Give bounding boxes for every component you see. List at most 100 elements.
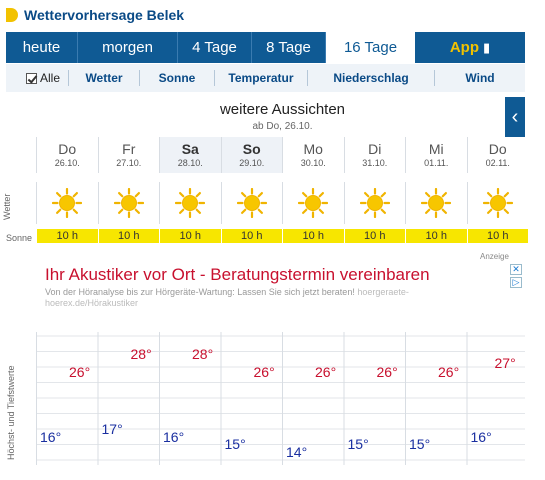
day-date: 27.10. [116,158,142,168]
close-icon[interactable]: ✕ [510,264,522,275]
tab-16-tage[interactable]: 16 Tage [326,32,415,63]
tab-label: App [449,39,479,56]
temperature-row-label: Höchst- und Tiefstwerte [6,365,16,460]
sun-hours-value: 10 h [282,229,344,243]
day-column-header[interactable]: Do 02.11. [466,137,529,173]
ad-text[interactable]: Von der Höranalyse bis zur Hörgeräte-War… [45,287,465,309]
low-temperature: 16° [163,428,185,445]
day-name: Fr [122,141,136,157]
high-temperature: 26° [438,364,460,380]
sun-icon [343,182,406,224]
sun-hours-row: 10 h 10 h 10 h 10 h 10 h 10 h 10 h 10 h [36,229,528,243]
category-wetter[interactable]: Wetter [69,70,140,86]
sun-icon [159,182,221,224]
outlook-subtitle: ab Do, 26.10. [252,121,313,132]
sun-hours-value: 10 h [36,229,98,243]
tab-morgen[interactable]: morgen [78,32,178,63]
ad-url: hoergeraete-hoerex.de/Hörakustiker [45,287,409,308]
day-column-header[interactable]: Fr 27.10. [97,137,160,173]
day-column-header[interactable]: Di 31.10. [343,137,406,173]
category-wind[interactable]: Wind [435,70,525,86]
tab-label: 16 Tage [343,39,398,56]
day-column-header[interactable]: Do 26.10. [36,137,98,173]
low-temperature: 15° [224,436,246,452]
weather-icon-row [36,182,525,224]
day-name: Do [488,141,507,157]
tab-label: morgen [102,39,153,56]
sun-hours-value: 10 h [220,229,282,243]
sun-icon [97,182,160,224]
day-column-header[interactable]: Mo 30.10. [282,137,344,173]
page-title: Wettervorhersage Belek [24,7,185,23]
low-temperature: 15° [347,436,369,452]
tab-8-tage[interactable]: 8 Tage [252,32,326,63]
day-date: 29.10. [239,158,265,168]
tab-4-tage[interactable]: 4 Tage [178,32,252,63]
category-label: Wetter [85,71,123,85]
day-name: Di [368,141,382,157]
day-date: 30.10. [300,158,326,168]
day-date: 02.11. [485,158,510,168]
day-date: 26.10. [54,158,80,168]
high-temperature: 26° [69,364,91,380]
sun-icon [466,182,529,224]
high-temperature: 28° [130,346,152,362]
tab-app[interactable]: App ▮ [415,32,525,63]
tab-label: 8 Tage [266,39,311,56]
sun-hours-value: 10 h [405,229,467,243]
category-niederschlag[interactable]: Niederschlag [308,70,435,86]
checkbox-icon[interactable] [26,72,37,84]
category-nav: Alle Wetter Sonne Temperatur Niederschlag Win… [6,64,525,92]
day-column-header[interactable]: Sa 28.10. [159,137,221,173]
day-date: 31.10. [362,158,388,168]
low-temperature: 17° [101,421,123,437]
sun-hours-value: 10 h [466,229,528,243]
day-name: Mi [428,141,444,157]
category-label: Sonne [158,71,196,85]
category-label: Wind [465,71,495,85]
low-temperature: 15° [409,436,431,452]
tab-heute[interactable]: heute [6,32,78,63]
day-column-header[interactable]: So 29.10. [220,137,282,173]
day-date: 01.11. [424,158,449,168]
sun-icon [36,182,98,224]
sun-icon [282,182,344,224]
day-name: Do [58,141,77,157]
high-temperature: 26° [376,364,398,380]
page-header: Wettervorhersage Belek [6,6,184,24]
sun-hours-value: 10 h [159,229,221,243]
high-temperature: 26° [315,364,337,380]
phone-icon: ▮ [483,39,491,55]
category-label: Alle [40,71,61,85]
ad-title[interactable]: Ihr Akustiker vor Ort - Beratungstermin … [45,265,430,284]
ad-controls: ✕ ▷ [510,264,522,290]
low-temperature: 16° [470,428,492,445]
temperature-chart: 26° 16° 28° 17° 28° 16° 26° 15° 26° 14° 26° 15° 26° 1… [36,332,525,465]
tab-label: 4 Tage [192,39,237,56]
sun-row-label: Sonne [6,233,33,243]
logo-icon [6,8,18,22]
category-sonne[interactable]: Sonne [140,70,215,86]
category-temperatur[interactable]: Temperatur [215,70,308,86]
forecast-tabs: heute morgen 4 Tage 8 Tage 16 Tage App ▮ [6,32,525,63]
tab-label: heute [22,39,61,56]
info-icon[interactable]: ▷ [510,277,522,288]
day-column-header[interactable]: Mi 01.11. [405,137,467,173]
outlook-title: weitere Aussichten [219,101,346,118]
low-temperature: 14° [286,443,308,460]
ad-description: Von der Höranalyse bis zur Hörgeräte-War… [45,287,355,297]
category-label: Niederschlag [333,71,409,85]
high-temperature: 27° [494,355,516,371]
low-temperature: 16° [40,428,62,445]
weather-row-label: Wetter [2,193,12,220]
ad-tag: Anzeige [480,252,509,261]
previous-button[interactable]: ‹ [505,97,525,137]
day-name: So [242,141,261,157]
sun-icon [220,182,283,224]
day-date: 28.10. [177,158,203,168]
sun-icon [405,182,467,224]
category-alle[interactable]: Alle [6,70,69,86]
day-name: Sa [181,141,199,157]
high-temperature: 26° [253,364,275,380]
sun-hours-value: 10 h [97,229,159,243]
